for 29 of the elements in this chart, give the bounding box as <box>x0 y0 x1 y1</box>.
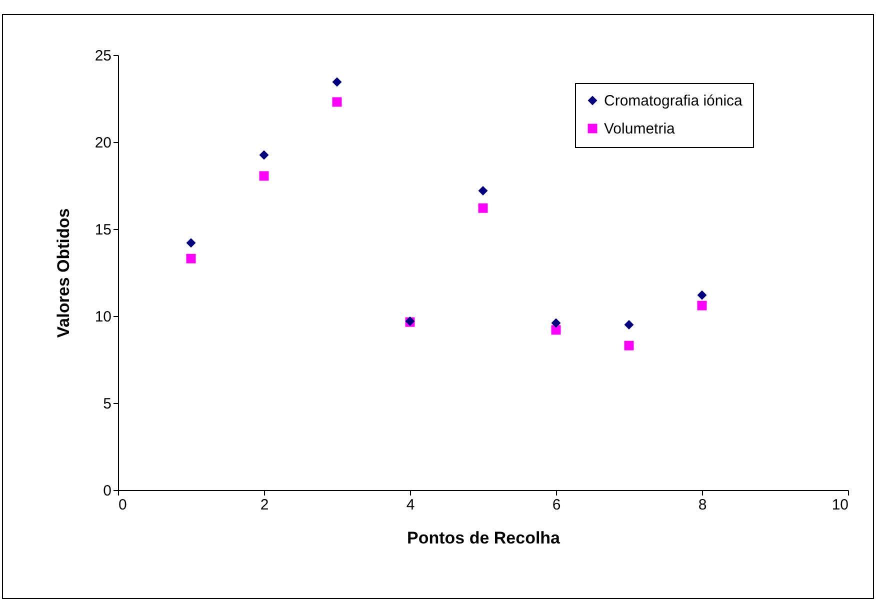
y-tick-label: 15 <box>94 222 112 238</box>
point <box>332 97 342 107</box>
legend-label: Cromatografia iónica <box>604 92 744 110</box>
x-tick-label: 4 <box>406 496 415 514</box>
x-tick-label: 2 <box>260 496 269 514</box>
point <box>186 238 196 248</box>
x-tick-label: 8 <box>698 496 707 514</box>
x-tick-label: 6 <box>552 496 561 514</box>
point <box>697 300 707 310</box>
point <box>259 171 269 181</box>
point <box>697 290 707 300</box>
point <box>186 254 196 264</box>
x-tick-label: 0 <box>118 496 127 514</box>
y-tick-label: 0 <box>103 482 112 500</box>
legend-label: Volumetria <box>604 120 676 138</box>
y-tick-label: 20 <box>94 134 112 152</box>
point <box>259 150 269 160</box>
point <box>478 186 488 196</box>
y-tick-label: 25 <box>94 48 112 64</box>
point <box>478 203 488 213</box>
x-axis-title: Pontos de Recolha <box>406 528 561 548</box>
point <box>551 318 561 328</box>
point <box>332 77 342 87</box>
y-tick-label: 5 <box>103 396 112 412</box>
y-tick-label: 10 <box>94 308 112 326</box>
x-tick-label: 10 <box>832 496 848 514</box>
point <box>624 340 634 350</box>
point <box>624 320 634 330</box>
y-axis-title: Valores Obtidos <box>54 208 73 338</box>
